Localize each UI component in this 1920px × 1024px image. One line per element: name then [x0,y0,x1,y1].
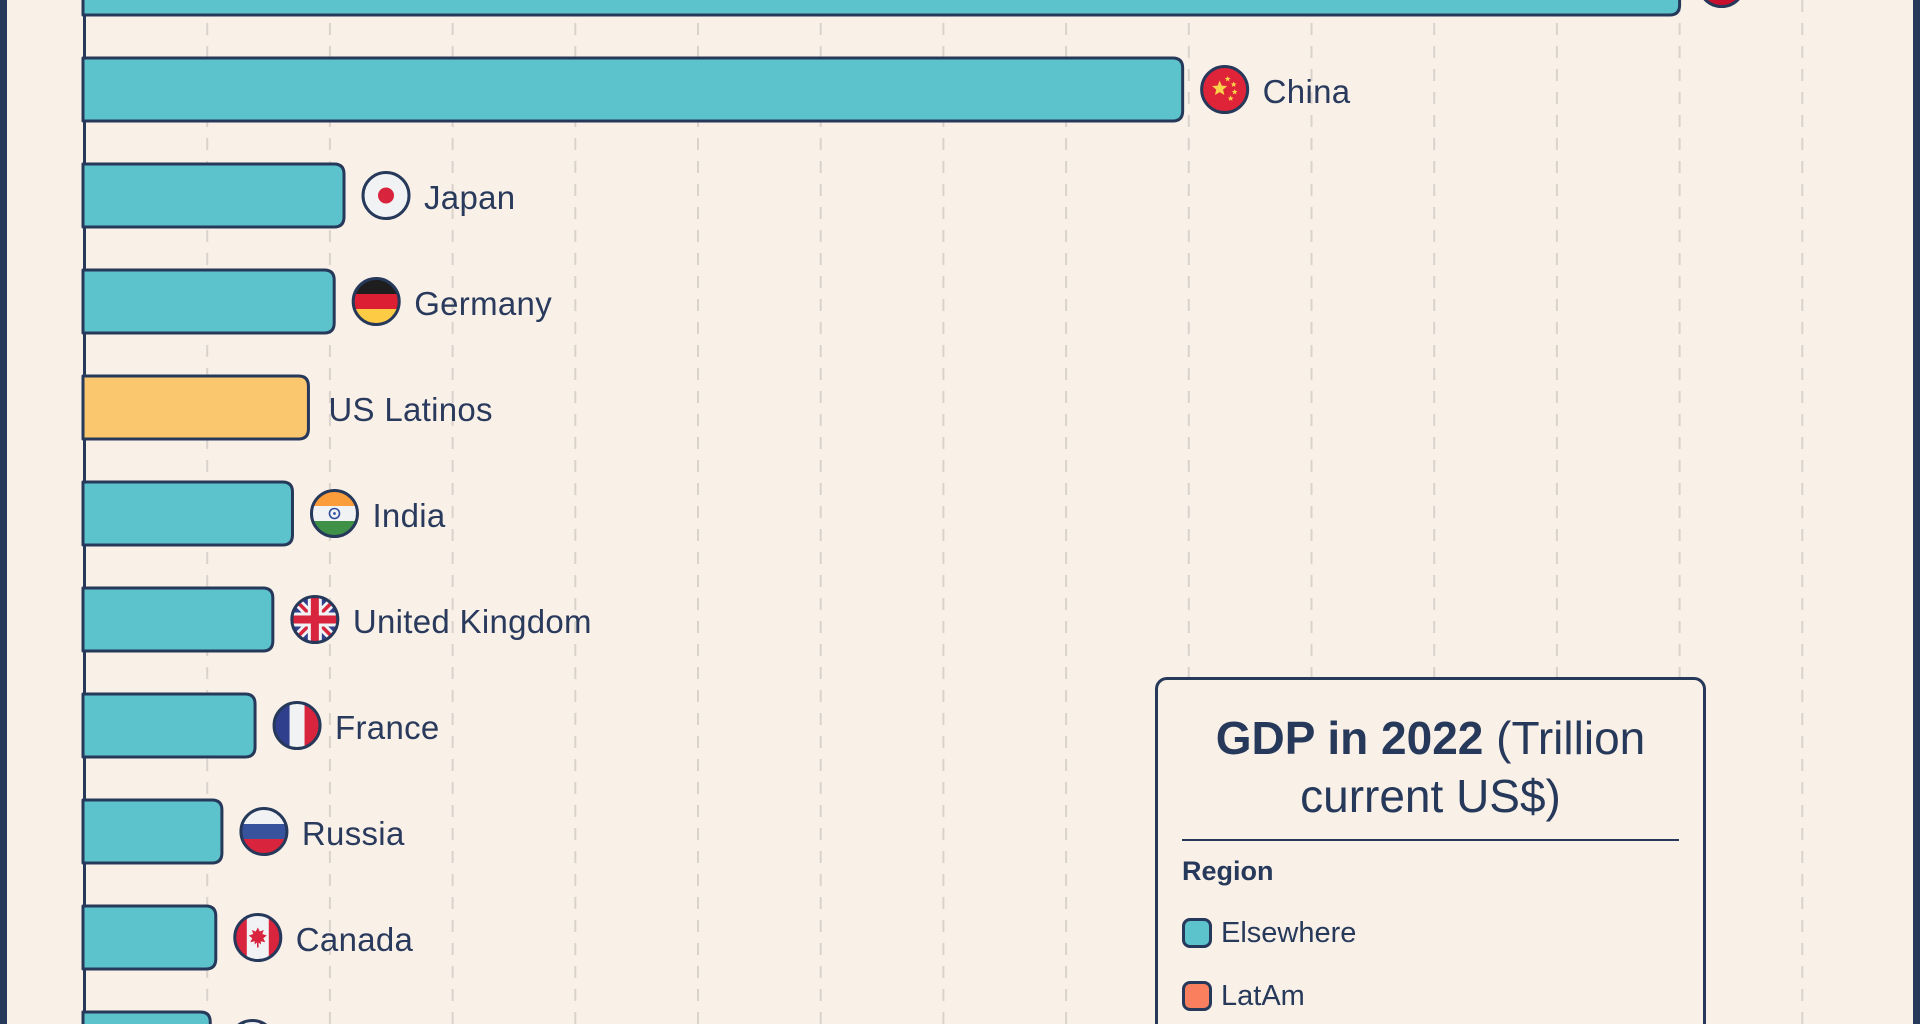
united-kingdom-flag-icon [290,595,340,644]
legend-item-elsewhere: Elsewhere [1182,918,1679,948]
bar-row-us-latinos: US Latinos [81,374,493,441]
bar-china [81,56,1185,123]
bar-label-russia: Russia [302,815,405,852]
germany-flag-icon [351,277,401,326]
bar-row-united-states [81,0,1745,17]
canada-flag-icon [233,913,283,962]
bar-label-canada: Canada [296,921,414,958]
bar-label-japan: Japan [424,179,515,216]
united-states-flag-icon [1698,0,1745,8]
latam-swatch-icon [1182,981,1212,1011]
bar-label-united-kingdom: United Kingdom [353,603,592,640]
bar-row-russia: Russia [81,798,405,865]
legend-card: GDP in 2022 (Trillion current US$) Regio… [1155,677,1706,1024]
italy-flag-icon [229,1019,276,1024]
bar-row-india: India [81,480,446,547]
russia-flag-icon [239,807,289,856]
legend-item-latam: LatAm [1182,981,1679,1011]
bar-label-india: India [372,497,445,534]
bar-canada [81,904,218,971]
right-border-strip [1913,0,1920,1024]
bar-row-italy [81,1010,276,1024]
bar-row-united-kingdom: United Kingdom [81,586,592,653]
legend-item-label: Elsewhere [1221,917,1357,949]
bar-india [81,480,294,547]
china-flag-icon [1200,65,1250,114]
india-flag-icon [309,489,359,538]
legend-title-bold: GDP in 2022 [1215,712,1484,764]
bar-united-kingdom [81,586,275,653]
bar-label-france: France [335,709,440,746]
legend-items: Elsewhere LatAm [1182,918,1679,1011]
bar-italy [81,1010,212,1024]
bar-row-france: France [81,692,440,759]
legend-title: GDP in 2022 (Trillion current US$) [1182,709,1679,825]
bar-row-japan: Japan [81,162,515,229]
bar-us-latinos [81,374,310,441]
legend-section-label: Region [1182,856,1274,886]
france-flag-icon [272,701,322,750]
bar-label-us-latinos: US Latinos [328,391,492,428]
bar-row-china: China [81,56,1351,123]
bar-russia [81,798,224,865]
bar-label-germany: Germany [414,285,552,322]
bar-row-canada: Canada [81,904,414,971]
bar-label-china: China [1263,73,1351,110]
japan-flag-icon [361,171,411,220]
legend-item-label: LatAm [1221,980,1305,1012]
bar-united-states [81,0,1682,17]
bar-germany [81,268,336,335]
legend-divider [1182,839,1679,841]
bar-japan [81,162,346,229]
elsewhere-swatch-icon [1182,918,1212,948]
legend-title-rest: (Trillion current US$) [1300,712,1646,822]
left-border-strip [0,0,7,1024]
bar-row-germany: Germany [81,268,552,335]
bar-france [81,692,257,759]
